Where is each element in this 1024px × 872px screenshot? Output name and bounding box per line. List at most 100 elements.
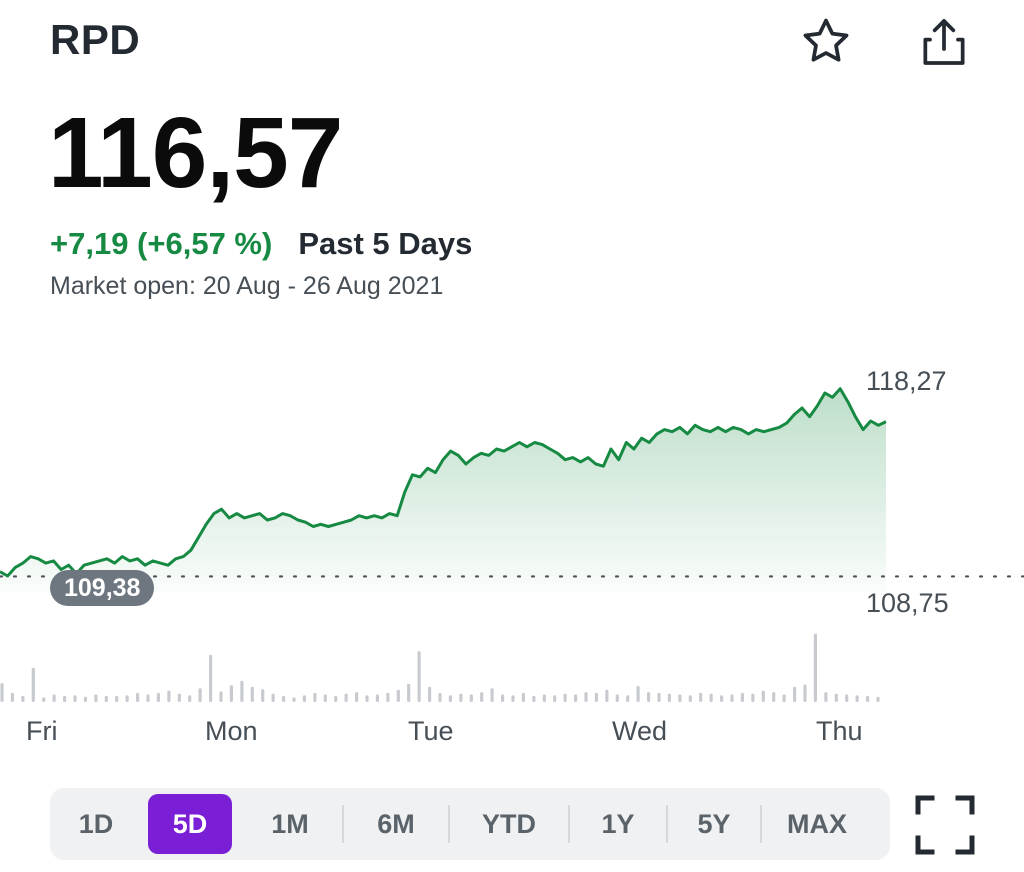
volume-bar [855, 695, 859, 702]
volume-bar [438, 692, 442, 702]
volume-bar [803, 684, 807, 702]
volume-bar [772, 692, 776, 702]
volume-bar [396, 689, 400, 702]
volume-bar [699, 692, 703, 702]
share-icon[interactable] [912, 10, 976, 74]
volume-bar [209, 654, 213, 702]
volume-bar [42, 697, 46, 702]
volume-bar [73, 695, 77, 702]
volume-bar [469, 694, 473, 702]
volume-bar [866, 695, 870, 702]
range-button-ytd[interactable]: YTD [482, 808, 536, 839]
range-separator [568, 805, 570, 843]
volume-bar [636, 686, 640, 702]
volume-bar [355, 692, 359, 702]
volume-bar [365, 695, 369, 702]
volume-bar [594, 692, 598, 702]
volume-bar [282, 695, 286, 702]
volume-bar [688, 695, 692, 702]
volume-bar [10, 692, 14, 702]
x-tick-label: Fri [26, 716, 58, 746]
volume-bar [302, 695, 306, 702]
volume-bar [0, 683, 4, 702]
volume-bar [292, 697, 296, 702]
volume-bar [709, 693, 713, 702]
volume-bar [511, 695, 515, 702]
range-button-1m[interactable]: 1M [271, 808, 309, 839]
volume-bar [104, 695, 108, 702]
range-button-5y[interactable]: 5Y [697, 808, 731, 839]
volume-bar [490, 688, 494, 702]
range-button-6m[interactable]: 6M [377, 808, 415, 839]
volume-bar [647, 692, 651, 702]
volume-bar [146, 694, 150, 702]
volume-bar [428, 686, 432, 702]
range-selector: 1D 5D 1M 6M YTD 1Y 5Y MAX [50, 788, 890, 860]
volume-bar [219, 691, 223, 702]
volume-bar [271, 693, 275, 702]
volume-bar [459, 693, 463, 702]
volume-bar [720, 695, 724, 702]
change-row: +7,19 (+6,57 %) Past 5 Days [50, 226, 472, 262]
volume-bar [31, 667, 35, 702]
volume-bar [751, 693, 755, 702]
range-button-5d[interactable]: 5D [148, 794, 232, 854]
fullscreen-icon[interactable] [914, 794, 976, 856]
volume-bar [542, 694, 546, 702]
range-separator [760, 805, 762, 843]
range-button-max[interactable]: MAX [787, 808, 847, 839]
volume-bar [834, 693, 838, 702]
volume-bar [63, 695, 67, 702]
volume-bar [782, 694, 786, 702]
volume-bar [678, 694, 682, 702]
volume-bar [521, 692, 525, 702]
x-tick-label: Tue [408, 716, 454, 746]
chart-high-label: 118,27 [866, 366, 947, 396]
market-status: Market open: 20 Aug - 26 Aug 2021 [50, 272, 444, 300]
volume-bar [334, 695, 338, 702]
volume-bar [501, 694, 505, 702]
volume-bar [407, 683, 411, 702]
price-line [0, 387, 887, 578]
volume-bar [83, 696, 87, 702]
volume-bar [375, 694, 379, 702]
volume-bar [584, 692, 588, 702]
range-button-1d[interactable]: 1D [78, 808, 114, 839]
range-button-1y[interactable]: 1Y [601, 808, 635, 839]
chart-canvas [0, 387, 1024, 702]
x-tick-label: Wed [612, 716, 668, 746]
volume-bar [730, 694, 734, 702]
volume-bar [480, 692, 484, 702]
volume-bar [240, 680, 244, 702]
range-separator [342, 805, 344, 843]
volume-bar [52, 694, 56, 702]
volume-bar [813, 633, 817, 702]
volume-bar [125, 695, 129, 702]
x-tick-label: Thu [816, 716, 863, 746]
volume-bar [667, 693, 671, 702]
chart-area-fill [0, 388, 886, 592]
volume-bar [177, 693, 181, 702]
volume-bar [563, 693, 567, 702]
range-separator [666, 805, 668, 843]
volume-bar [386, 692, 390, 702]
star-icon[interactable] [794, 10, 858, 74]
volume-bar [136, 692, 140, 702]
volume-bar [417, 651, 421, 702]
volume-bar [198, 688, 202, 702]
period-label: Past 5 Days [298, 226, 473, 261]
volume-bar [740, 692, 744, 702]
volume-bar [188, 695, 192, 702]
volume-bar [94, 694, 98, 702]
volume-bar [845, 694, 849, 702]
previous-close-badge: 109,38 [50, 570, 155, 606]
volume-bar [229, 685, 233, 702]
volume-bar [574, 694, 578, 702]
price-chart[interactable] [0, 340, 1024, 770]
x-tick-label: Mon [205, 716, 258, 746]
volume-bar [115, 695, 119, 702]
volume-bar [344, 693, 348, 702]
volume-bar [761, 690, 765, 702]
volume-bar [657, 692, 661, 702]
